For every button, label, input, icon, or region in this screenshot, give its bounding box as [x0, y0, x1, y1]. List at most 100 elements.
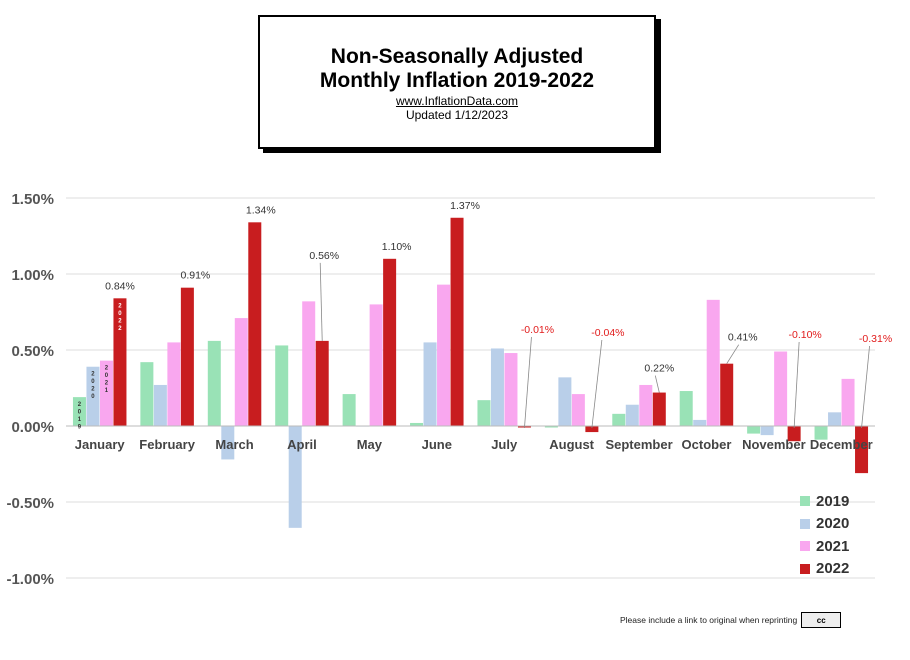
data-label-2022: 1.10%	[382, 241, 412, 253]
legend-item-2020: 2020	[800, 513, 849, 536]
x-tick-label: December	[810, 437, 873, 452]
bar-2021	[167, 342, 181, 426]
bar-2021	[437, 284, 451, 426]
bar-2020	[558, 377, 572, 426]
bar-2019	[679, 391, 693, 426]
data-label-leader	[524, 336, 532, 429]
bar-2019	[140, 362, 154, 426]
y-tick-label: -0.50%	[6, 495, 54, 512]
chart-title-box: Non-Seasonally Adjusted Monthly Inflatio…	[258, 15, 656, 149]
bar-2022	[585, 426, 599, 433]
x-tick-label: March	[215, 437, 253, 452]
data-label-2022: -0.01%	[521, 324, 554, 336]
bar-2019	[612, 413, 626, 426]
bar-2021	[234, 318, 248, 426]
legend-swatch	[800, 563, 810, 574]
bar-2022	[315, 340, 329, 426]
y-tick-label: 1.50%	[11, 191, 54, 208]
chart-title-line1: Non-Seasonally Adjusted	[330, 45, 584, 68]
bar-2019	[207, 340, 221, 426]
x-tick-label: July	[491, 437, 518, 452]
data-label-leader	[861, 345, 870, 429]
bar-2022	[652, 392, 666, 426]
bar-2021	[99, 360, 113, 426]
bar-2019	[477, 400, 491, 426]
bar-2019	[342, 394, 356, 426]
data-label-2022: -0.04%	[591, 327, 624, 339]
data-label-leader	[319, 262, 323, 341]
bar-2021	[841, 378, 855, 426]
bar-2021	[504, 353, 518, 426]
legend-swatch	[800, 496, 810, 507]
data-label-leader	[654, 375, 660, 393]
y-tick-label: -1.00%	[6, 571, 54, 588]
legend-swatch	[800, 541, 810, 552]
x-tick-label: April	[287, 437, 317, 452]
x-tick-label: May	[357, 437, 383, 452]
bar-2021	[774, 351, 788, 426]
site-link[interactable]: www.InflationData.com	[395, 94, 519, 108]
data-label-2022: 0.84%	[105, 280, 135, 292]
bar-2022	[720, 363, 734, 426]
data-label-2022: -0.31%	[859, 333, 892, 345]
creative-commons-badge-icon[interactable]: cc	[801, 612, 842, 628]
bar-2022	[787, 426, 801, 442]
bar-2019	[544, 426, 558, 428]
x-tick-label: October	[682, 437, 732, 452]
bar-2019	[275, 345, 289, 426]
legend-item-2022: 2022	[800, 558, 849, 581]
bar-2019	[747, 426, 761, 434]
legend: 2019 2020 2021 2022	[800, 490, 849, 580]
chart-title-line2: Monthly Inflation 2019-2022	[319, 69, 595, 92]
x-tick-label: August	[549, 437, 594, 452]
y-tick-label: 0.50%	[11, 343, 54, 360]
bar-2020	[760, 426, 774, 436]
x-tick-label: September	[605, 437, 672, 452]
legend-item-2019: 2019	[800, 490, 849, 513]
bar-2020	[86, 366, 100, 426]
bar-2019	[72, 397, 86, 426]
data-label-2022: 1.34%	[246, 204, 276, 216]
data-label-leader	[726, 344, 740, 364]
x-tick-label: January	[75, 437, 126, 452]
legend-swatch	[800, 518, 810, 529]
bar-2022	[113, 298, 127, 426]
data-label-2022: 0.22%	[644, 363, 674, 375]
bar-2021	[369, 304, 383, 426]
data-label-leader	[793, 341, 800, 429]
footer-note: Please include a link to original when r…	[620, 615, 798, 625]
x-tick-label: November	[742, 437, 806, 452]
data-label-2022: -0.10%	[788, 329, 821, 341]
data-label-2022: 0.41%	[728, 332, 758, 344]
legend-item-2021: 2021	[800, 535, 849, 558]
legend-label: 2021	[816, 537, 850, 555]
y-tick-label: 0.00%	[11, 419, 54, 436]
data-label-2022: 0.91%	[180, 270, 210, 282]
x-tick-label: February	[139, 437, 195, 452]
bar-2021	[639, 384, 653, 426]
bar-2021	[706, 299, 720, 426]
legend-label: 2020	[816, 515, 850, 533]
bar-2020	[423, 342, 437, 426]
bar-2020	[693, 419, 707, 426]
bar-2022	[450, 217, 464, 426]
y-tick-label: 1.00%	[11, 267, 54, 284]
bar-2022	[383, 258, 397, 426]
bar-2020	[221, 426, 235, 460]
footer: Please include a link to original when r…	[620, 612, 842, 628]
bar-2020	[490, 348, 504, 426]
bar-2021	[571, 394, 585, 426]
data-label-2022: 0.56%	[309, 250, 339, 262]
bar-2020	[153, 384, 167, 426]
bar-2019	[814, 426, 828, 440]
bar-2022	[855, 426, 869, 474]
bar-2020	[828, 412, 842, 426]
bar-2021	[302, 301, 316, 426]
bar-2020	[625, 404, 639, 426]
x-tick-label: June	[422, 437, 452, 452]
